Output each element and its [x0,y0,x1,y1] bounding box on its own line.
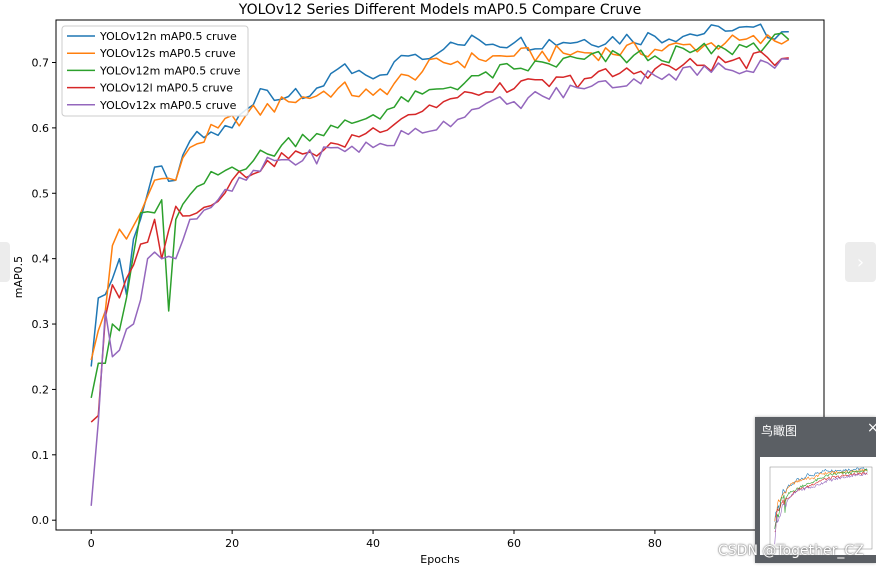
x-axis-label: Epochs [420,553,460,566]
next-image-button[interactable]: › [845,242,876,282]
legend: YOLOv12n mAP0.5 cruve YOLOv12s mAP0.5 cru… [61,25,249,117]
legend-label: YOLOv12s mAP0.5 cruve [99,47,236,60]
thumb-series-line-3 [774,471,868,533]
thumb-series-line-1 [774,468,868,522]
overview-thumbnail[interactable] [760,457,876,555]
y-tick-label: 0.0 [32,514,50,527]
x-tick-label: 0 [88,537,95,550]
legend-box [61,25,249,117]
close-icon[interactable]: × [867,420,876,436]
series-line-3 [90,50,789,423]
chart-title: YOLOv12 Series Different Models mAP0.5 C… [238,2,641,18]
plot-area: 0 20 40 60 80 0.0 0.1 0.2 0.3 0.4 0.5 0.6 0.7 YOLOv12… [32,19,825,550]
x-tick-label: 20 [225,537,239,550]
legend-label: YOLOv12x mAP0.5 cruve [99,99,237,112]
y-tick-label: 0.5 [32,187,50,200]
y-tick-label: 0.6 [32,122,50,135]
y-tick-label: 0.2 [32,383,50,396]
overview-panel: 鸟瞰图 × [755,417,876,563]
plot-frame [55,19,825,531]
previous-image-button[interactable]: ‹ [0,242,10,282]
chevron-right-icon: › [856,251,865,273]
x-tick-label: 80 [648,537,662,550]
thumb-series-line-2 [774,468,868,529]
watermark: CSDN @Together_CZ [718,543,864,559]
x-tick-label: 60 [507,537,521,550]
thumb-series-line-0 [774,467,868,522]
legend-label: YOLOv12m mAP0.5 cruve [99,64,241,77]
series-line-1 [90,34,790,361]
overview-title: 鸟瞰图 [761,424,798,438]
y-tick-label: 0.4 [32,253,50,266]
y-tick-label: 0.3 [32,318,50,331]
legend-label: YOLOv12n mAP0.5 cruve [99,30,237,43]
y-tick-label: 0.7 [32,57,50,70]
series-line-4 [90,58,789,506]
legend-label: YOLOv12l mAP0.5 cruve [99,82,233,95]
thumb-frame [769,466,873,550]
series-line-2 [90,32,790,399]
y-axis-label: mAP0.5 [12,256,25,298]
y-tick-label: 0.1 [32,449,50,462]
x-tick-label: 40 [366,537,380,550]
thumb-series-line-4 [774,472,868,545]
